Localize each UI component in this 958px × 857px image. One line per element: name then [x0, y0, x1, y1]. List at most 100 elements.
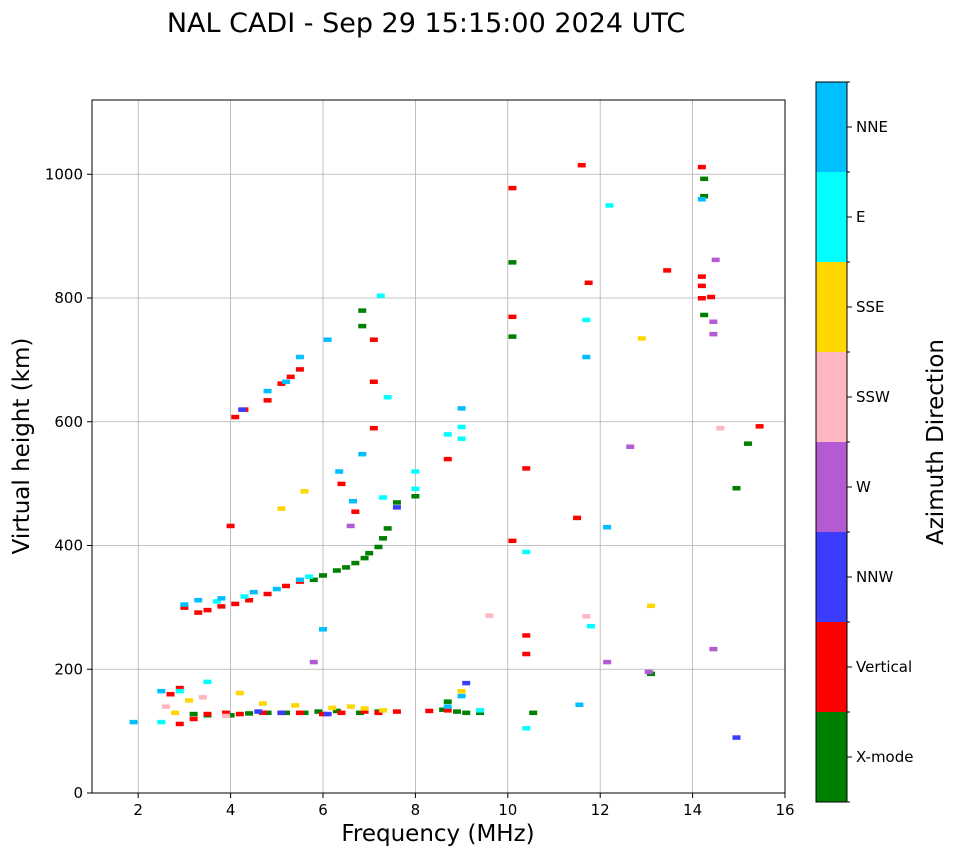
chart-title: NAL CADI - Sep 29 15:15:00 2024 UTC — [167, 8, 685, 39]
data-point — [346, 704, 355, 709]
data-point — [235, 690, 244, 696]
data-point — [637, 336, 646, 341]
data-point — [351, 509, 360, 514]
colorbar-tick-label: W — [856, 478, 871, 496]
data-point — [171, 710, 180, 716]
data-point — [522, 633, 531, 638]
data-point — [379, 708, 388, 713]
colorbar-segment — [816, 532, 847, 622]
plot-area: 2 4 6 8 10 12 14 16 0 200 400 600 800 1000 — [45, 99, 795, 819]
colorbar-tick-label: E — [856, 208, 865, 226]
data-point — [584, 280, 593, 286]
y-tick-label: 1000 — [45, 165, 83, 183]
data-point — [335, 469, 344, 474]
data-point — [217, 604, 226, 609]
colorbar-tick-label: NNE — [856, 118, 888, 136]
colorbar-segment — [816, 172, 847, 262]
data-point — [425, 708, 434, 714]
data-point — [443, 704, 452, 709]
data-point — [360, 709, 369, 714]
series-ssw — [161, 425, 725, 719]
data-point — [245, 711, 254, 716]
data-point — [337, 481, 346, 487]
data-point — [485, 613, 494, 618]
colorbar-segment — [816, 712, 847, 802]
data-point — [328, 705, 337, 711]
data-point — [369, 379, 378, 385]
data-point — [603, 524, 612, 530]
data-point — [212, 599, 221, 604]
data-point — [457, 688, 466, 694]
data-point — [476, 710, 485, 716]
data-point — [226, 523, 235, 529]
series-w — [309, 257, 720, 675]
y-tick-label: 600 — [54, 413, 83, 431]
data-point — [175, 688, 184, 694]
data-point — [457, 693, 466, 699]
x-tick-label: 16 — [775, 801, 794, 819]
data-point — [462, 710, 471, 716]
data-point — [263, 591, 272, 597]
data-point — [346, 523, 355, 529]
data-point — [392, 505, 401, 510]
data-point — [452, 709, 461, 714]
data-point — [240, 594, 249, 599]
data-point — [644, 669, 653, 675]
data-point — [411, 469, 420, 474]
colorbar-frame — [815, 81, 848, 803]
data-point — [337, 710, 346, 716]
data-point — [351, 560, 360, 566]
data-point — [392, 500, 401, 505]
data-point — [300, 489, 309, 494]
data-point — [295, 710, 304, 716]
data-point — [603, 659, 612, 665]
x-tick-label: 2 — [133, 801, 143, 819]
colorbar-label: Azimuth Direction — [923, 339, 949, 545]
data-point — [744, 441, 753, 446]
x-tick-label: 10 — [498, 801, 517, 819]
data-point — [194, 610, 203, 615]
data-point — [522, 726, 531, 731]
data-point — [582, 354, 591, 360]
data-point — [231, 414, 240, 420]
data-point — [457, 424, 466, 430]
colorbar-segment — [816, 82, 847, 172]
data-point — [295, 367, 304, 372]
data-point — [626, 444, 635, 449]
series-e — [157, 203, 614, 731]
data-point — [443, 708, 452, 713]
colorbar-segment — [816, 352, 847, 442]
data-point — [295, 577, 304, 583]
data-point — [319, 711, 327, 717]
x-tick-label: 14 — [683, 801, 702, 819]
y-tick-label: 800 — [54, 289, 83, 307]
data-point — [411, 494, 420, 499]
data-point — [697, 274, 706, 279]
y-tick-label: 400 — [54, 537, 83, 555]
data-point — [231, 601, 240, 607]
data-point — [349, 498, 358, 504]
data-point — [286, 374, 295, 380]
data-point — [175, 721, 184, 727]
data-point — [277, 506, 286, 511]
data-point — [282, 710, 291, 716]
data-point — [582, 614, 591, 619]
data-point — [379, 495, 388, 500]
data-point — [180, 605, 189, 610]
data-point — [383, 395, 392, 400]
data-point — [732, 485, 741, 491]
data-point — [508, 538, 517, 544]
data-point — [709, 331, 718, 337]
colorbar-segment — [816, 622, 847, 712]
data-point — [709, 319, 718, 325]
data-point — [508, 260, 517, 265]
x-tick-label: 6 — [318, 801, 328, 819]
data-point — [226, 713, 235, 718]
data-point — [305, 574, 314, 579]
data-point — [365, 550, 374, 556]
data-point — [697, 197, 706, 202]
data-point — [457, 436, 466, 441]
colorbar-segment — [816, 262, 847, 352]
data-point — [277, 381, 286, 386]
data-point — [185, 698, 194, 703]
